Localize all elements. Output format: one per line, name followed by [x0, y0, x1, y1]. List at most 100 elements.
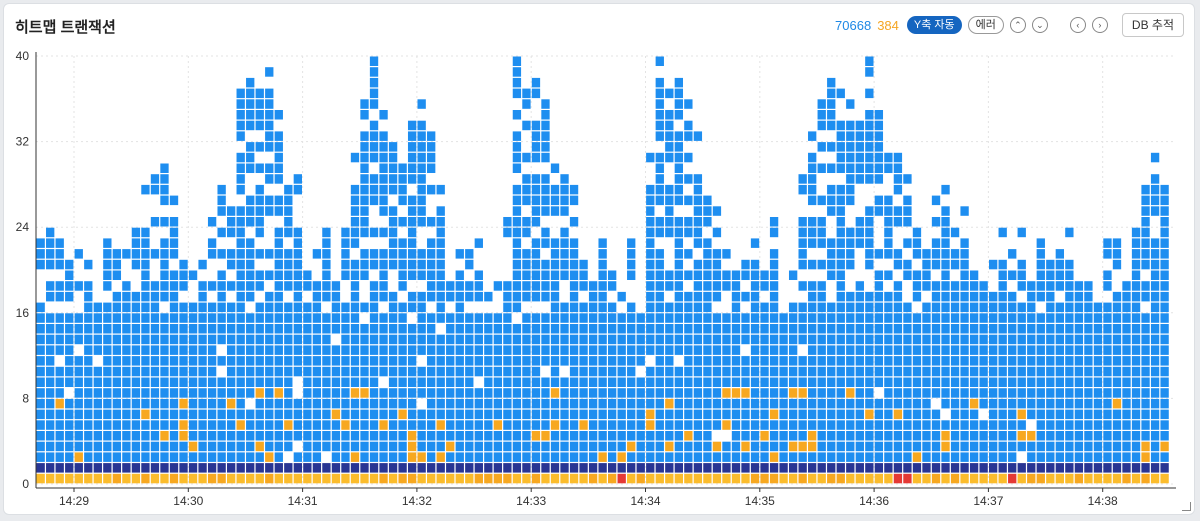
heatmap-cell[interactable] — [141, 388, 150, 398]
heatmap-cell[interactable] — [627, 270, 636, 281]
heatmap-cell[interactable] — [1036, 473, 1045, 484]
heatmap-cell[interactable] — [808, 281, 817, 291]
heatmap-cell[interactable] — [1008, 324, 1017, 334]
heatmap-cell[interactable] — [312, 388, 322, 398]
heatmap-cell[interactable] — [846, 388, 855, 398]
heatmap-cell[interactable] — [255, 120, 264, 131]
heatmap-cell[interactable] — [322, 356, 331, 366]
heatmap-cell[interactable] — [46, 441, 55, 452]
heatmap-cell[interactable] — [1122, 313, 1131, 323]
heatmap-cell[interactable] — [1103, 463, 1112, 473]
heatmap-cell[interactable] — [855, 291, 864, 302]
heatmap-cell[interactable] — [331, 324, 341, 334]
heatmap-cell[interactable] — [265, 441, 274, 452]
heatmap-cell[interactable] — [608, 345, 617, 355]
heatmap-cell[interactable] — [950, 452, 960, 462]
heatmap-cell[interactable] — [855, 431, 864, 441]
heatmap-cell[interactable] — [341, 227, 350, 238]
heatmap-cell[interactable] — [979, 420, 988, 430]
heatmap-cell[interactable] — [131, 334, 141, 345]
heatmap-cell[interactable] — [865, 324, 874, 334]
heatmap-cell[interactable] — [608, 463, 617, 473]
heatmap-cell[interactable] — [284, 473, 293, 484]
heatmap-cell[interactable] — [865, 334, 874, 345]
heatmap-cell[interactable] — [446, 313, 455, 323]
heatmap-cell[interactable] — [989, 452, 998, 462]
heatmap-cell[interactable] — [103, 452, 112, 462]
heatmap-cell[interactable] — [608, 356, 617, 366]
heatmap-cell[interactable] — [731, 473, 741, 484]
heatmap-cell[interactable] — [227, 249, 236, 259]
heatmap-cell[interactable] — [255, 334, 264, 345]
heatmap-cell[interactable] — [1027, 345, 1036, 355]
heatmap-cell[interactable] — [636, 431, 645, 441]
heatmap-cell[interactable] — [1074, 281, 1084, 291]
heatmap-cell[interactable] — [112, 334, 122, 345]
heatmap-cell[interactable] — [84, 313, 93, 323]
heatmap-cell[interactable] — [874, 473, 884, 484]
heatmap-cell[interactable] — [874, 163, 884, 174]
heatmap-cell[interactable] — [703, 302, 712, 313]
heatmap-cell[interactable] — [588, 281, 598, 291]
heatmap-cell[interactable] — [474, 420, 483, 430]
heatmap-cell[interactable] — [360, 324, 369, 334]
heatmap-cell[interactable] — [1131, 473, 1141, 484]
heatmap-cell[interactable] — [865, 463, 874, 473]
heatmap-cell[interactable] — [379, 473, 388, 484]
heatmap-cell[interactable] — [693, 398, 703, 409]
heatmap-cell[interactable] — [417, 131, 426, 141]
heatmap-cell[interactable] — [522, 291, 531, 302]
heatmap-cell[interactable] — [655, 388, 664, 398]
heatmap-cell[interactable] — [522, 88, 531, 99]
heatmap-cell[interactable] — [550, 302, 560, 313]
heatmap-cell[interactable] — [1141, 184, 1150, 195]
heatmap-cell[interactable] — [293, 227, 302, 238]
heatmap-cell[interactable] — [665, 420, 674, 430]
heatmap-cell[interactable] — [322, 291, 331, 302]
heatmap-cell[interactable] — [265, 313, 274, 323]
heatmap-cell[interactable] — [341, 409, 350, 420]
heatmap-cell[interactable] — [1017, 270, 1026, 281]
heatmap-cell[interactable] — [1150, 184, 1160, 195]
heatmap-cell[interactable] — [236, 217, 245, 227]
heatmap-cell[interactable] — [46, 473, 55, 484]
heatmap-cell[interactable] — [960, 281, 969, 291]
heatmap-cell[interactable] — [846, 302, 855, 313]
heatmap-cell[interactable] — [550, 163, 560, 174]
heatmap-cell[interactable] — [388, 227, 398, 238]
heatmap-cell[interactable] — [903, 473, 912, 484]
heatmap-cell[interactable] — [1150, 270, 1160, 281]
heatmap-cell[interactable] — [217, 324, 226, 334]
heatmap-cell[interactable] — [874, 313, 884, 323]
heatmap-cell[interactable] — [503, 420, 512, 430]
heatmap-cell[interactable] — [265, 110, 274, 120]
heatmap-cell[interactable] — [284, 366, 293, 377]
heatmap-cell[interactable] — [131, 431, 141, 441]
heatmap-cell[interactable] — [1027, 324, 1036, 334]
heatmap-cell[interactable] — [760, 409, 769, 420]
heatmap-cell[interactable] — [617, 463, 626, 473]
heatmap-cell[interactable] — [1112, 313, 1122, 323]
heatmap-cell[interactable] — [531, 377, 541, 388]
heatmap-cell[interactable] — [541, 441, 550, 452]
heatmap-cell[interactable] — [950, 249, 960, 259]
heatmap-cell[interactable] — [569, 398, 579, 409]
heatmap-cell[interactable] — [808, 291, 817, 302]
heatmap-cell[interactable] — [865, 206, 874, 216]
heatmap-cell[interactable] — [884, 388, 893, 398]
heatmap-cell[interactable] — [1084, 452, 1093, 462]
heatmap-cell[interactable] — [950, 356, 960, 366]
heatmap-cell[interactable] — [484, 334, 493, 345]
heatmap-cell[interactable] — [808, 463, 817, 473]
heatmap-cell[interactable] — [941, 431, 950, 441]
heatmap-cell[interactable] — [369, 291, 379, 302]
heatmap-cell[interactable] — [750, 313, 760, 323]
heatmap-cell[interactable] — [1160, 270, 1169, 281]
heatmap-cell[interactable] — [160, 334, 169, 345]
heatmap-cell[interactable] — [788, 377, 798, 388]
heatmap-cell[interactable] — [236, 99, 245, 109]
heatmap-cell[interactable] — [960, 398, 969, 409]
heatmap-cell[interactable] — [398, 409, 407, 420]
heatmap-cell[interactable] — [646, 184, 655, 195]
heatmap-cell[interactable] — [274, 163, 283, 174]
